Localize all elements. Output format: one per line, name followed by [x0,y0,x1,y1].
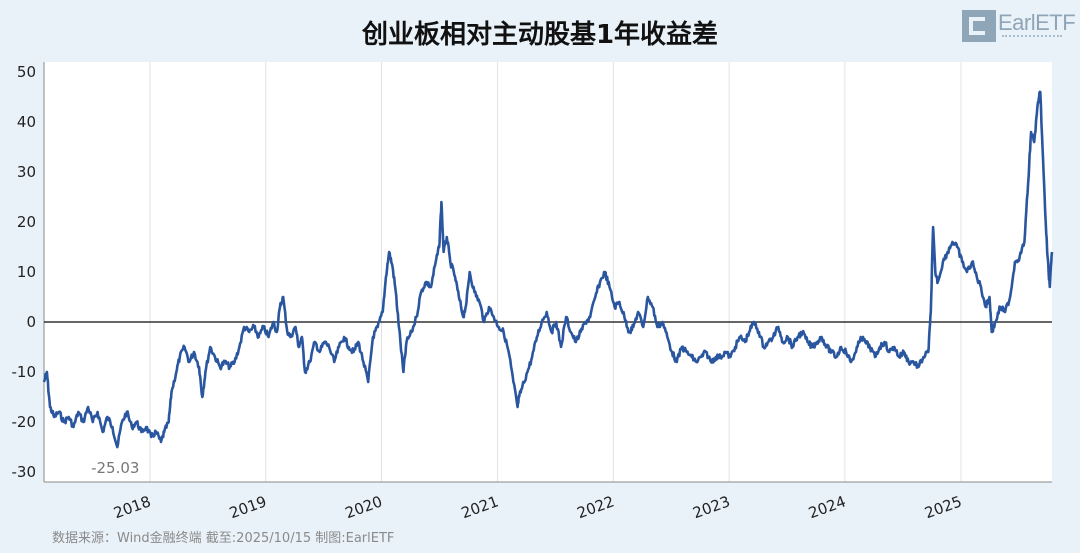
y-tick-label: 40 [17,113,36,131]
series-line [42,90,1054,449]
y-tick-label: 50 [17,63,36,81]
labels: 2018 2019 2020 2021 2022 2023 2024 2025 -30 -20 -1… [12,63,965,522]
x-tick-label: 2019 [227,492,269,522]
grid-lines [149,62,962,482]
x-tick-label: 2024 [806,492,848,522]
x-tick-label: 2020 [343,492,385,522]
axes [43,62,1052,483]
series-layer [42,90,1054,449]
y-tick-label: -30 [12,463,37,481]
x-tick-label: 2018 [111,492,153,522]
x-tick-label: 2023 [690,492,732,522]
source-note: 数据来源：Wind金融终端 截至:2025/10/15 制图:EarlETF [52,531,395,546]
min-value-annotation: -25.03 [91,459,139,477]
y-tick-label: 20 [17,213,36,231]
y-tick-label: -20 [12,413,37,431]
x-tick-label: 2021 [459,492,501,522]
logo-name: EarlETF [998,10,1076,35]
chart-title: 创业板相对主动股基1年收益差 [361,20,719,50]
plot-area [44,62,1052,482]
logo-subtitle-dots [1002,35,1062,42]
x-tick-label: 2025 [922,492,964,522]
y-tick-label: 30 [17,163,36,181]
earletf-logo: EarlETF [962,8,1076,44]
logo-mark-icon [962,10,996,42]
y-tick-label: 10 [17,263,36,281]
x-tick-label: 2022 [575,492,617,522]
y-tick-label: 0 [26,313,36,331]
y-tick-label: -10 [12,363,37,381]
